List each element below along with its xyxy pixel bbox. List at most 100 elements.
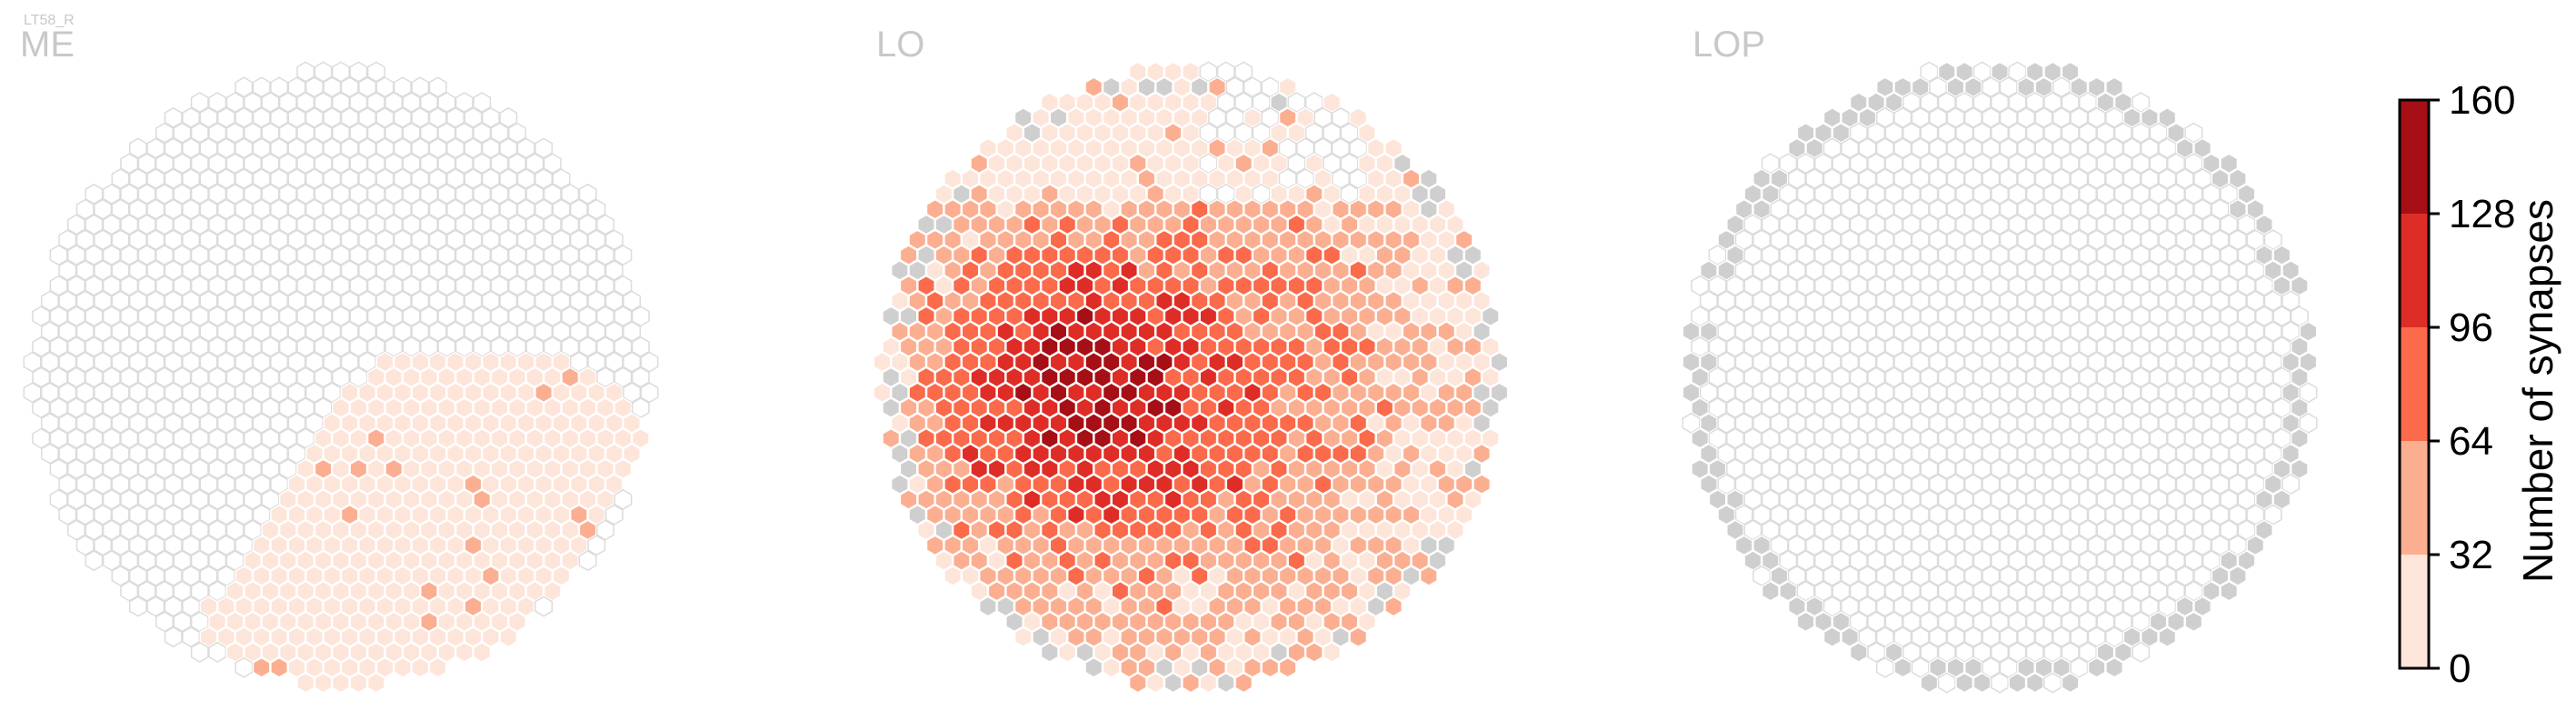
- hex-cell: [552, 229, 571, 251]
- hex-cell: [1304, 214, 1323, 235]
- hex-cell: [1102, 535, 1121, 556]
- hex-cell: [961, 290, 980, 312]
- hex-cell: [49, 245, 68, 266]
- hex-cell: [23, 351, 42, 373]
- hex-cell: [428, 443, 447, 465]
- hex-cell: [543, 183, 562, 205]
- hex-cell: [375, 656, 394, 678]
- hex-cell: [516, 412, 535, 434]
- hex-cell: [1331, 168, 1350, 190]
- hex-cell: [1163, 61, 1183, 83]
- colorbar-tick-label: 128: [2449, 192, 2515, 236]
- hex-cell: [1278, 168, 1297, 190]
- hex-cell: [1128, 275, 1147, 296]
- hex-cell: [1163, 519, 1183, 541]
- hex-cell: [473, 305, 492, 327]
- hex-cell: [1066, 290, 1085, 312]
- hex-cell: [961, 351, 980, 373]
- hex-cell: [1411, 366, 1430, 388]
- hex-cell: [1137, 596, 1156, 617]
- hex-cell: [454, 275, 474, 296]
- hex-cell: [454, 488, 474, 510]
- hex-cell: [94, 321, 113, 343]
- hex-cell: [614, 488, 633, 510]
- hex-cell: [278, 366, 297, 388]
- hex-cell: [1075, 366, 1094, 388]
- hex-cell: [978, 504, 997, 526]
- hex-cell: [1270, 519, 1288, 541]
- hex-cell: [1182, 672, 1200, 694]
- hex-cell: [1349, 474, 1368, 496]
- hex-cell: [437, 550, 456, 572]
- hex-cell: [464, 137, 483, 159]
- hex-cell: [182, 382, 201, 404]
- hex-cell: [128, 443, 147, 465]
- hex-cell: [552, 535, 571, 556]
- hex-cell: [85, 366, 104, 388]
- hex-cell: [146, 290, 165, 312]
- hex-cell: [473, 214, 492, 235]
- hex-cell: [1032, 137, 1051, 159]
- hex-cell: [640, 382, 659, 404]
- hex-cell: [1005, 488, 1023, 510]
- hex-cell: [1120, 76, 1139, 98]
- hex-cell: [428, 504, 447, 526]
- hex-cell: [1296, 474, 1315, 496]
- hex-cell: [411, 76, 430, 98]
- hex-cell: [252, 259, 271, 281]
- hex-cell: [1313, 382, 1333, 404]
- hex-cell: [490, 488, 509, 510]
- hex-cell: [137, 214, 156, 235]
- hex-cell: [1402, 382, 1421, 404]
- colorbar-bin-2: [2400, 327, 2429, 441]
- hex-cell: [516, 137, 535, 159]
- hex-cell: [1278, 290, 1297, 312]
- hex-cell: [970, 275, 989, 296]
- hex-cell: [1137, 412, 1156, 434]
- hex-cell: [1234, 183, 1253, 205]
- hex-cell: [278, 214, 297, 235]
- hex-cell: [155, 427, 174, 449]
- hex-cell: [225, 641, 245, 663]
- hex-cell: [1075, 92, 1094, 114]
- hex-cell: [1032, 382, 1051, 404]
- hex-cell: [225, 488, 245, 510]
- hex-cell: [1023, 397, 1042, 419]
- hex-cell: [128, 412, 147, 434]
- hex-cell: [508, 305, 526, 327]
- hex-cell: [508, 519, 526, 541]
- hex-cell: [1120, 259, 1139, 281]
- hex-cell: [1261, 229, 1280, 251]
- hex-cell: [146, 259, 165, 281]
- hex-cell: [1137, 504, 1156, 526]
- hex-cell: [58, 443, 77, 465]
- hex-cell: [1137, 443, 1156, 465]
- hex-cell: [952, 550, 971, 572]
- hex-cell: [1084, 565, 1103, 586]
- hex-cell: [508, 580, 526, 602]
- hex-cell: [1270, 122, 1288, 144]
- hex-cell: [1137, 382, 1156, 404]
- hex-cell: [890, 382, 909, 404]
- hex-cell: [952, 397, 971, 419]
- hex-cell: [1261, 351, 1280, 373]
- hex-cell: [508, 183, 526, 205]
- hex-cell: [208, 305, 227, 327]
- hex-cell: [1893, 656, 1912, 678]
- hex-cell: [1366, 168, 1385, 190]
- hex-cell: [1154, 596, 1173, 617]
- hex-cell: [1066, 106, 1085, 128]
- hex-cell: [1049, 443, 1068, 465]
- hex-cell: [428, 106, 447, 128]
- hex-cell: [917, 366, 935, 388]
- hex-cell: [173, 183, 192, 205]
- hex-cell: [1349, 565, 1368, 586]
- hex-cell: [446, 535, 465, 556]
- hex-cell: [1190, 106, 1209, 128]
- hex-cell: [534, 168, 554, 190]
- hex-cell: [58, 474, 77, 496]
- hex-cell: [961, 412, 980, 434]
- hex-cell: [332, 458, 350, 480]
- hex-cell: [1199, 519, 1218, 541]
- hex-cell: [287, 656, 306, 678]
